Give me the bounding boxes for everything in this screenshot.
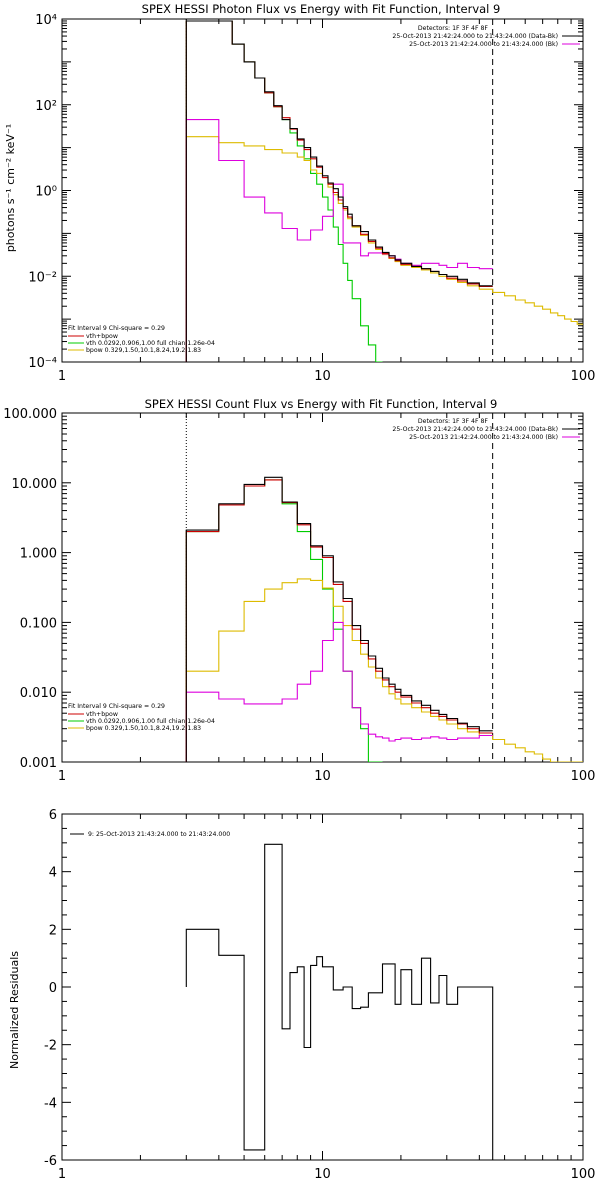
x-tick-label: 1 xyxy=(58,369,66,384)
series-data xyxy=(185,843,494,1160)
y-tick-label: 10² xyxy=(35,99,57,114)
legend-sum: vth+bpow xyxy=(86,711,118,718)
y-tick-label: 4 xyxy=(49,866,57,881)
legend-bottom-left: Fit Interval 9 Chi-square = 0.29 vth+bpo… xyxy=(68,325,215,354)
legend-bk: 25-Oct-2013 21:42:24.000 to 21:43:24.000… xyxy=(409,41,558,48)
y-tick-label: 1.000 xyxy=(20,547,57,562)
y-tick-label: 0.100 xyxy=(20,616,57,631)
legend-top-right: Detectors: 1F 3F 4F 8F 25-Oct-2013 21:42… xyxy=(392,418,580,441)
y-tick-label: -2 xyxy=(44,1039,57,1054)
series-vth xyxy=(185,479,383,762)
plot-frame xyxy=(61,813,584,1161)
series-data xyxy=(185,476,493,762)
legend-vth: vth 0.0292,0.906,1.00 full chian 1.26e-0… xyxy=(86,340,215,347)
x-tick-label: 10 xyxy=(314,1167,331,1182)
y-tick-label: 6 xyxy=(49,808,57,823)
y-tick-label: 10⁻⁴ xyxy=(28,356,57,371)
legend-sum: vth+bpow xyxy=(86,333,118,340)
y-tick-label: 0.001 xyxy=(20,756,57,771)
series-data xyxy=(185,20,493,362)
series-sum xyxy=(185,20,493,362)
plot-area xyxy=(185,476,583,762)
legend-top-right: Detectors: 1F 3F 4F 8F 25-Oct-2013 21:42… xyxy=(392,25,580,48)
y-tick-label: -6 xyxy=(44,1154,57,1169)
legend-bpow: bpow 0.329,1.50,10.1,8.24,19.2,1.83 xyxy=(86,725,201,732)
y-axis-label: Normalized Residuals xyxy=(8,951,21,1069)
y-tick-label: 10⁴ xyxy=(35,13,57,28)
x-tick-label: 100 xyxy=(571,1167,596,1182)
legend-top-left: 9: 25-Oct-2013 21:43:24.000 to 21:43:24.… xyxy=(70,831,230,838)
series-background xyxy=(185,119,493,362)
legend-data-bk: 25-Oct-2013 21:42:24.000 to 21:43:24.000… xyxy=(392,426,558,433)
count-flux-panel: SPEX HESSI Count Flux vs Energy with Fit… xyxy=(3,397,595,784)
series-bpow xyxy=(185,578,583,762)
legend-bottom-left: Fit Interval 9 Chi-square = 0.29 vth+bpo… xyxy=(68,703,215,732)
x-tick-label: 100 xyxy=(571,369,596,384)
legend-fit-interval: Fit Interval 9 Chi-square = 0.29 xyxy=(68,703,165,710)
y-tick-label: 100.000 xyxy=(3,407,57,422)
residuals-panel: Normalized Residuals 9: 25-Oct-2013 21:4… xyxy=(8,808,595,1182)
y-tick-label: 0.010 xyxy=(20,686,57,701)
y-tick-label: -4 xyxy=(44,1096,57,1111)
legend-vth: vth 0.0292,0.906,1.00 full chian 1.26e-0… xyxy=(86,718,215,725)
y-tick-label: 10.000 xyxy=(12,477,58,492)
y-tick-label: 10⁰ xyxy=(35,185,57,200)
photon-flux-panel: SPEX HESSI Photon Flux vs Energy with Fi… xyxy=(4,2,595,384)
y-tick-label: 2 xyxy=(49,923,57,938)
series-sum xyxy=(185,479,493,762)
x-tick-label: 1 xyxy=(58,769,66,784)
chart-title: SPEX HESSI Photon Flux vs Energy with Fi… xyxy=(142,2,501,16)
legend-detectors: Detectors: 1F 3F 4F 8F xyxy=(418,418,489,425)
series-vth xyxy=(185,20,383,362)
legend-detectors: Detectors: 1F 3F 4F 8F xyxy=(418,25,489,32)
legend-interval: 9: 25-Oct-2013 21:43:24.000 to 21:43:24.… xyxy=(88,831,230,838)
x-tick-label: 10 xyxy=(314,369,331,384)
y-axis-label: photons s⁻¹ cm⁻² keV⁻¹ xyxy=(4,124,17,252)
legend-data-bk: 25-Oct-2013 21:42:24.000 to 21:43:24.000… xyxy=(392,33,558,40)
legend-bk: 25-Oct-2013 21:42:24.000 to 21:43:24.000… xyxy=(409,434,558,441)
y-tick-label: 0 xyxy=(49,981,57,996)
legend-fit-interval: Fit Interval 9 Chi-square = 0.29 xyxy=(68,325,165,332)
y-tick-label: 10⁻² xyxy=(28,270,57,285)
legend-bpow: bpow 0.329,1.50,10.1,8.24,19.2,1.83 xyxy=(86,347,201,354)
chart-title: SPEX HESSI Count Flux vs Energy with Fit… xyxy=(145,397,498,411)
x-tick-label: 10 xyxy=(314,769,331,784)
series-background xyxy=(185,621,493,762)
x-tick-label: 100 xyxy=(571,769,596,784)
x-tick-label: 1 xyxy=(58,1167,66,1182)
plot-area xyxy=(185,20,583,362)
plot-area xyxy=(185,843,494,1160)
series-bpow xyxy=(185,136,583,362)
